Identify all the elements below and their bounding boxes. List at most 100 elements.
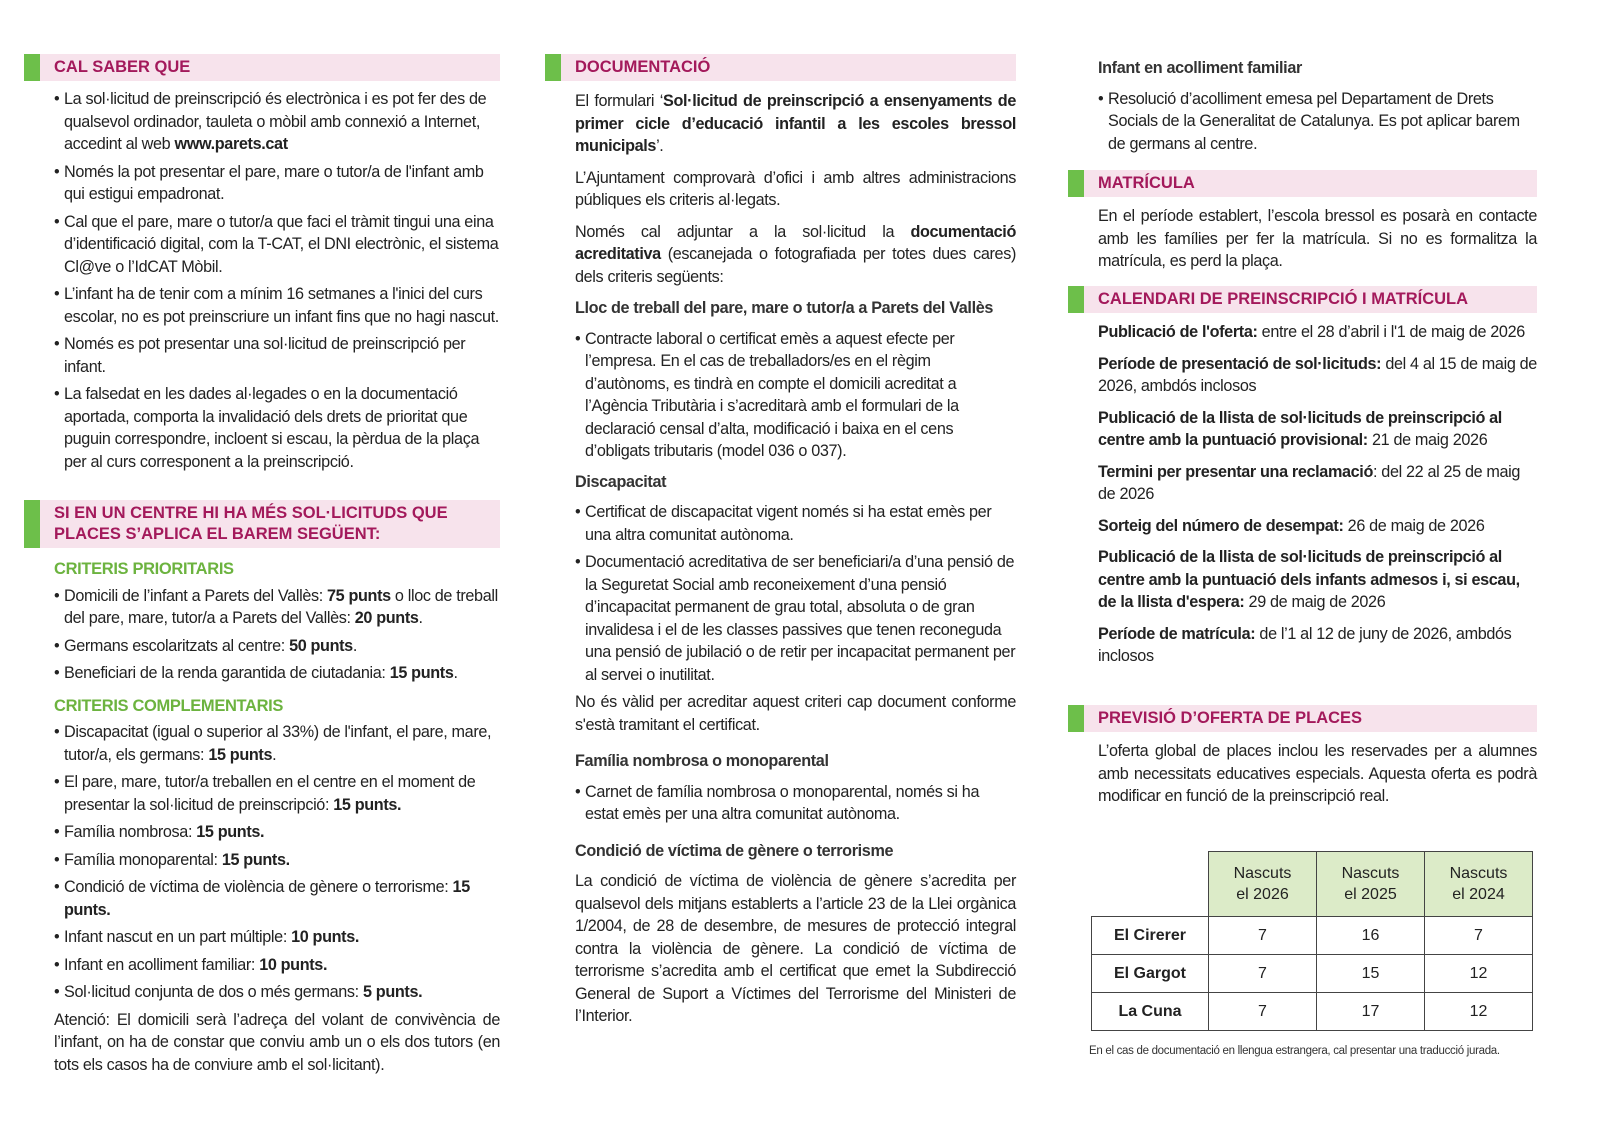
subheading: Condició de víctima de gènere o terroris… — [575, 841, 894, 860]
bold-text: 15 punts. — [221, 850, 290, 869]
calendar-entry: Publicació de la llista de sol·licituds … — [1098, 407, 1537, 452]
section-heading: MATRÍCULA — [1068, 170, 1537, 197]
text: El formulari ‘ — [575, 92, 664, 110]
text: Condició de víctima de violència de gène… — [64, 878, 453, 896]
text: Discapacitat (igual o superior al 33%) d… — [64, 723, 492, 764]
list-item: Contracte laboral o certificat emès a aq… — [575, 328, 1016, 463]
fam-list: Carnet de família nombrosa o monoparenta… — [575, 781, 1016, 826]
text: Família monoparental: — [64, 850, 222, 869]
bold-text: Període de presentació de sol·licituds: — [1098, 354, 1382, 373]
bold-text: Publicació de la llista de sol·licituds … — [1098, 548, 1520, 611]
list-item: Resolució d’acolliment emesa pel Departa… — [1098, 88, 1537, 156]
bold-text: www.parets.cat — [174, 135, 288, 153]
lloc-list: Contracte laboral o certificat emès a aq… — [575, 328, 1016, 463]
text: Sol·licitud conjunta de dos o més german… — [64, 983, 363, 1001]
calendari-section: CALENDARI DE PREINSCRIPCIÓ I MATRÍCULA P… — [1068, 286, 1537, 677]
text: Carnet de família nombrosa o monoparenta… — [585, 782, 980, 824]
subheading-complementaris: CRITERIS COMPLEMENTARIS — [54, 696, 284, 715]
text: de l’1 al 12 de juny de 2026, ambdós inc… — [1098, 624, 1512, 666]
section-heading: CAL SABER QUE — [24, 54, 500, 81]
subheading: Infant en acolliment familiar — [1098, 59, 1302, 77]
table-row: La Cuna 7 17 12 — [1091, 992, 1533, 1031]
column-header: Nascuts el 2026 — [1208, 851, 1317, 917]
section-heading: DOCUMENTACIÓ — [545, 54, 1016, 81]
bold-text: 10 punts. — [259, 955, 328, 974]
text: Germans escolaritzats al centre: — [64, 636, 290, 655]
cal-saber-section: CAL SABER QUE La sol·licitud de preinscr… — [24, 54, 500, 478]
acoll-list: Resolució d’acolliment emesa pel Departa… — [1098, 88, 1537, 156]
list-item: Germans escolaritzats al centre: 50 punt… — [54, 635, 500, 658]
list-item: L’infant ha de tenir com a mínim 16 setm… — [54, 283, 500, 328]
paragraph: La condició de víctima de violència de g… — [575, 872, 1016, 1025]
text: Contracte laboral o certificat emès a aq… — [585, 329, 959, 461]
bold-text: Període de matrícula: — [1098, 624, 1256, 643]
text: . — [272, 745, 277, 764]
bold-text: 50 punts — [289, 636, 353, 655]
bold-text: 5 punts. — [362, 983, 423, 1001]
subheading: Lloc de treball del pare, mare o tutor/a… — [575, 299, 994, 317]
calendar-entry: Sorteig del número de desempat: 26 de ma… — [1098, 515, 1537, 538]
list-item: Infant nascut en un part múltiple: 10 pu… — [54, 926, 500, 949]
table-row: El Gargot 7 15 12 — [1091, 954, 1533, 993]
text: Infant en acolliment familiar: — [64, 955, 260, 974]
text: Només la pot presentar el pare, mare o t… — [64, 162, 484, 204]
prioritaris-list: Domicili de l’infant a Parets del Vallès… — [54, 585, 500, 685]
text: del 4 al 15 de maig de 2026, ambdós incl… — [1098, 354, 1537, 396]
matricula-section: MATRÍCULA En el període establert, l’esc… — [1068, 170, 1537, 282]
list-item: Certificat de discapacitat vigent només … — [575, 501, 1016, 546]
text: 29 de maig de 2026 — [1244, 593, 1386, 611]
text: . — [418, 609, 424, 627]
text: entre el 28 d’abril i l'1 de maig de 202… — [1257, 323, 1526, 341]
text: 26 de maig de 2026 — [1343, 516, 1485, 535]
text: Certificat de discapacitat vigent només … — [585, 503, 992, 544]
subheading: Discapacitat — [575, 472, 667, 491]
paragraph: Només cal adjuntar a la sol·licitud la d… — [575, 221, 1016, 289]
atencio-note: Atenció: El domicili serà l’adreça del v… — [54, 1010, 500, 1074]
table-row: El Cirerer 7 16 7 — [1091, 916, 1533, 955]
bold-text: Termini per presentar una reclamació — [1098, 462, 1373, 481]
calendar-entry: Termini per presentar una reclamació: de… — [1098, 461, 1537, 506]
text: Documentació acreditativa de ser benefic… — [585, 553, 1016, 684]
list-item: Infant en acolliment familiar: 10 punts. — [54, 954, 500, 977]
barem-section: SI EN UN CENTRE HI HA MÉS SOL·LICITUDS Q… — [24, 500, 500, 1085]
paragraph: No és vàlid per acreditar aquest criteri… — [575, 693, 1016, 734]
list-item: La sol·licitud de preinscripció és elect… — [54, 88, 500, 156]
list-item: El pare, mare, tutor/a treballen en el c… — [54, 771, 500, 816]
text: Només es pot presentar una sol·licitud d… — [64, 335, 466, 376]
documentacio-section: DOCUMENTACIÓ El formulari ‘Sol·licitud d… — [545, 54, 1016, 1037]
text: Resolució d’acolliment emesa pel Departa… — [1108, 89, 1520, 153]
places-table: Nascuts el 2026 Nascuts el 2025 Nascuts el … — [1091, 851, 1533, 1031]
paragraph: En el període establert, l’escola bresso… — [1098, 207, 1537, 270]
list-item: Només es pot presentar una sol·licitud d… — [54, 333, 500, 378]
list-item: Família nombrosa: 15 punts. — [54, 821, 500, 844]
list-item: Discapacitat (igual o superior al 33%) d… — [54, 721, 500, 766]
bold-text: 15 punts — [389, 664, 454, 682]
bold-text: 10 punts. — [291, 928, 360, 946]
calendar-entry: Publicació de la llista de sol·licituds … — [1098, 546, 1537, 614]
text: (escanejada o fotografiada per totes due… — [575, 245, 1016, 286]
paragraph: L’Ajuntament comprovarà d’ofici i amb al… — [575, 167, 1016, 212]
text: 21 de maig 2026 — [1367, 431, 1488, 449]
calendari-list: Publicació de l'oferta: entre el 28 d’ab… — [1068, 321, 1537, 668]
list-item: Beneficiari de la renda garantida de ciu… — [54, 662, 500, 685]
cal-saber-list: La sol·licitud de preinscripció és elect… — [54, 88, 500, 473]
text: L’infant ha de tenir com a mínim 16 setm… — [64, 285, 499, 326]
calendar-entry: Publicació de l'oferta: entre el 28 d’ab… — [1098, 321, 1537, 344]
text: ’. — [656, 137, 664, 155]
list-item: Carnet de família nombrosa o monoparenta… — [575, 781, 1016, 826]
text: Família nombrosa: — [64, 823, 197, 841]
text: La sol·licitud de preinscripció és elect… — [64, 90, 487, 153]
bold-text: Sol·licitud de preinscripció a ensenyame… — [575, 92, 1016, 155]
list-item: Documentació acreditativa de ser benefic… — [575, 551, 1016, 686]
bold-text: 15 punts — [208, 745, 273, 764]
bold-text: 15 punts. — [196, 823, 265, 841]
text: Infant nascut en un part múltiple: — [64, 928, 292, 946]
text: Domicili de l’infant a Parets del Vallès… — [64, 586, 328, 605]
list-item: La falsedat en les dades al·legades o en… — [54, 383, 500, 473]
paragraph: L’oferta global de places inclou les res… — [1098, 742, 1537, 805]
bold-text: 20 punts — [354, 609, 419, 627]
table-header-row: Nascuts el 2026 Nascuts el 2025 Nascuts el … — [1092, 851, 1533, 917]
bold-text: documentació acreditativa — [575, 222, 1016, 264]
text: Beneficiari de la renda garantida de ciu… — [64, 664, 390, 682]
complementaris-list: Discapacitat (igual o superior al 33%) d… — [54, 721, 500, 1004]
